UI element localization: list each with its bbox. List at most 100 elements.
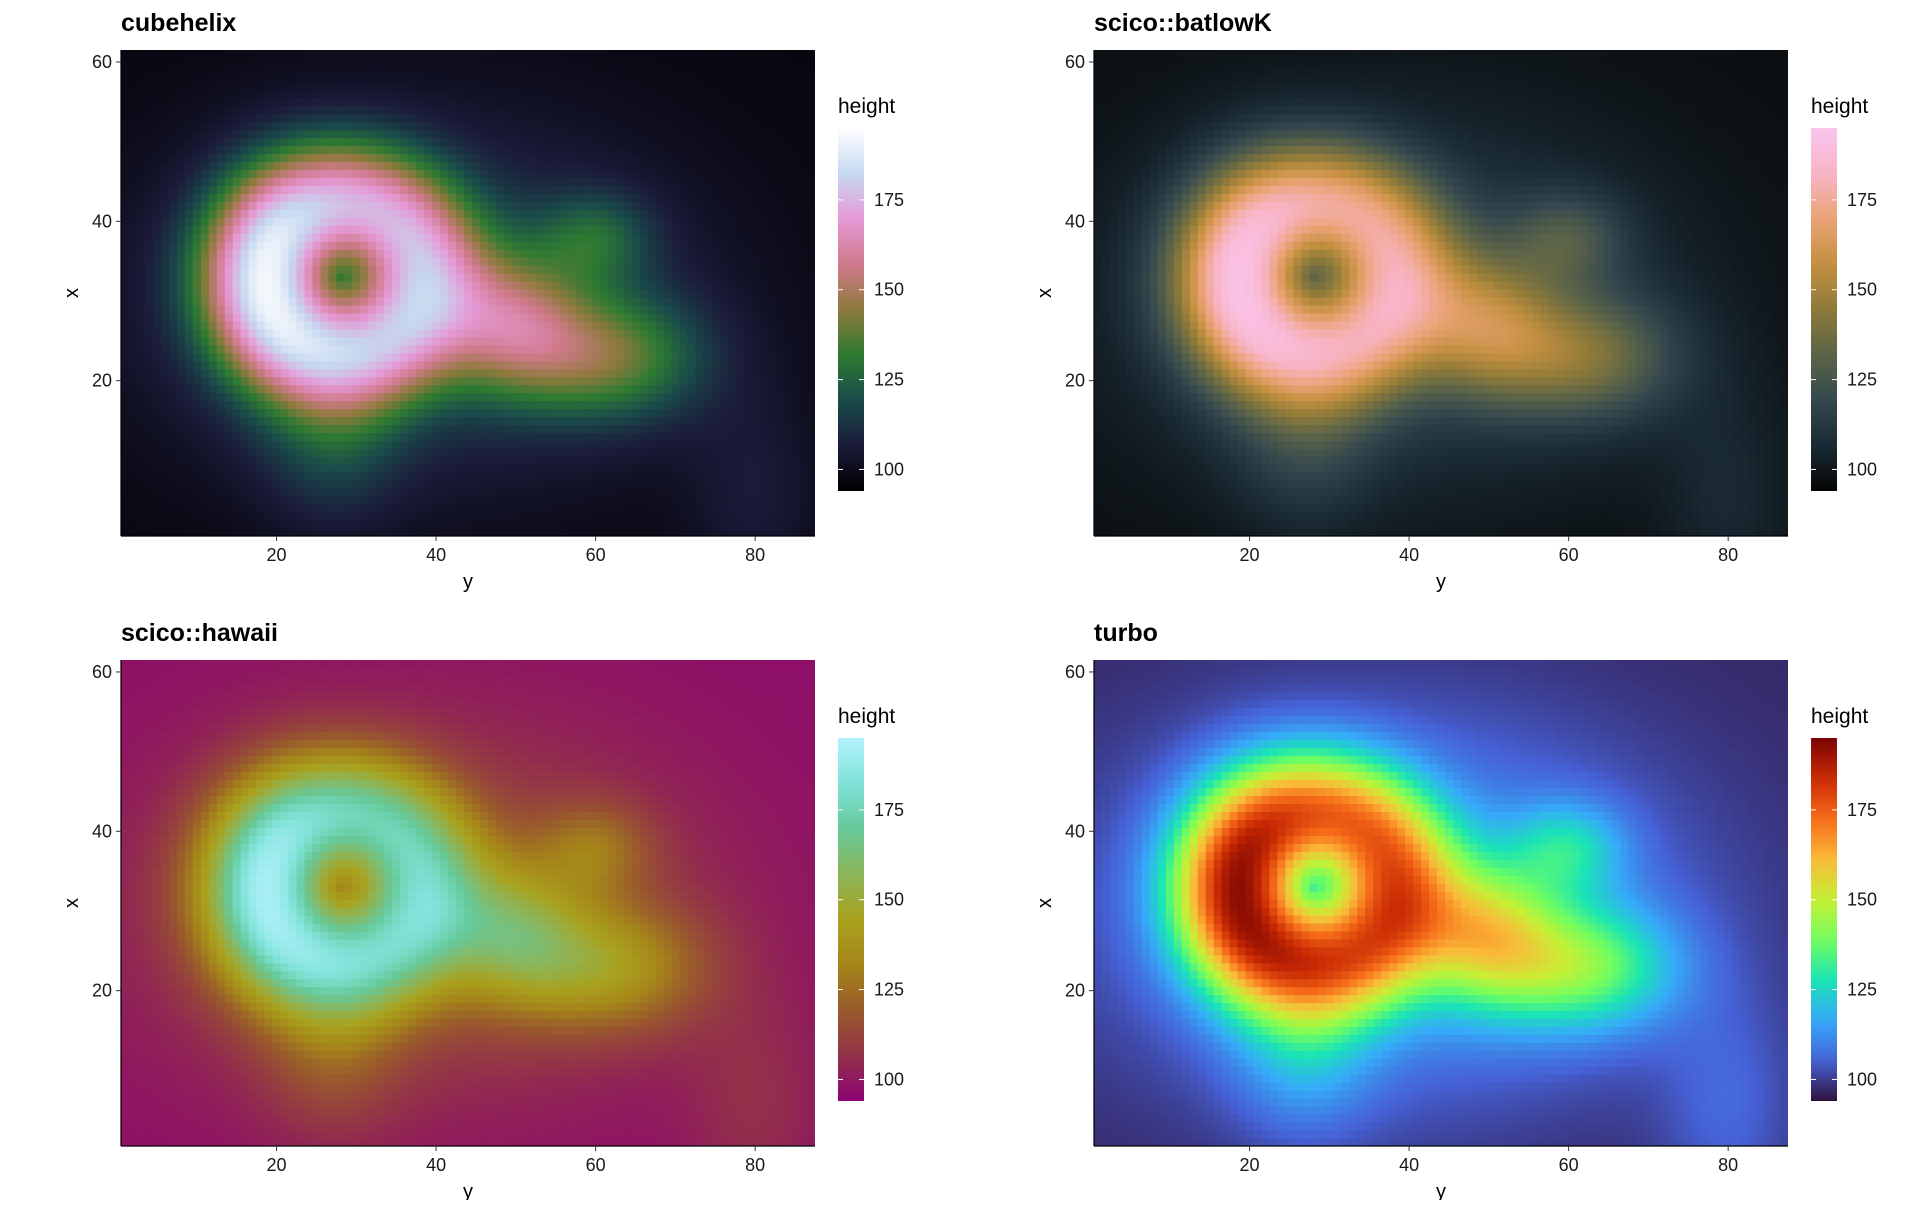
heatmap-cell [703, 281, 712, 290]
heatmap-cell [487, 50, 497, 59]
heatmap-cell [751, 328, 760, 338]
heatmap-cell [192, 257, 202, 266]
heatmap-cell [224, 296, 234, 306]
heatmap-cell [551, 65, 561, 75]
heatmap-cell [511, 273, 521, 282]
heatmap-cell [679, 105, 688, 115]
heatmap-cell [136, 464, 146, 473]
heatmap-cell [121, 472, 130, 481]
heatmap-cell [535, 265, 545, 274]
heatmap-cell [527, 185, 537, 195]
heatmap-cell [607, 89, 617, 99]
heatmap-cell [136, 177, 146, 187]
heatmap-cell [607, 185, 617, 195]
heatmap-cell [527, 89, 537, 99]
heatmap-cell [184, 281, 194, 290]
heatmap-cell [360, 488, 369, 497]
heatmap-cell [280, 392, 290, 402]
heatmap-cell [591, 105, 601, 115]
heatmap-cell [144, 352, 154, 362]
heatmap-cell [591, 528, 601, 536]
heatmap-cell [400, 456, 409, 465]
heatmap-cell [767, 360, 776, 370]
heatmap-cell [121, 209, 130, 218]
heatmap-cell [743, 145, 752, 155]
heatmap-cell [519, 392, 529, 402]
heatmap-cell [719, 520, 728, 529]
heatmap-cell [663, 456, 673, 465]
heatmap-cell [559, 137, 569, 147]
heatmap-cell [623, 121, 633, 131]
heatmap-cell [647, 408, 657, 418]
heatmap-cell [176, 201, 186, 210]
heatmap-cell [599, 73, 609, 83]
heatmap-cell [495, 113, 505, 123]
heatmap-cell [511, 57, 521, 67]
heatmap-cell [615, 344, 625, 354]
heatmap-cell [224, 193, 234, 202]
heatmap-cell [495, 296, 505, 306]
heatmap-cell [479, 193, 489, 202]
heatmap-cell [384, 336, 393, 346]
heatmap-cell [440, 73, 449, 83]
heatmap-cell [424, 97, 433, 107]
heatmap-cell [184, 209, 194, 218]
heatmap-cell [232, 416, 242, 426]
heatmap-cell [495, 225, 505, 234]
heatmap-cell [495, 289, 505, 298]
heatmap-cell [559, 328, 569, 338]
heatmap-cell [384, 257, 393, 266]
heatmap-cell [232, 97, 242, 107]
heatmap-cell [743, 472, 752, 481]
heatmap-cell [144, 233, 154, 242]
heatmap-cell [487, 97, 497, 107]
heatmap-cell [256, 408, 266, 418]
heatmap-cell [136, 504, 146, 513]
heatmap-cell [336, 408, 345, 418]
heatmap-cell [304, 512, 314, 521]
heatmap-cell [168, 520, 178, 529]
heatmap-cell [575, 73, 585, 83]
heatmap-cell [647, 320, 657, 330]
heatmap-cell [288, 480, 298, 489]
heatmap-cell [751, 440, 760, 449]
heatmap-cell [456, 480, 465, 489]
heatmap-cell [320, 265, 330, 274]
heatmap-cell [296, 488, 306, 497]
heatmap-cell [591, 520, 601, 529]
heatmap-cell [272, 145, 282, 155]
heatmap-cell [511, 400, 521, 410]
heatmap-cell [679, 249, 688, 258]
heatmap-cell [575, 360, 585, 370]
heatmap-cell [456, 201, 465, 210]
heatmap-cell [184, 265, 194, 274]
heatmap-cell [575, 113, 585, 123]
heatmap-cell [320, 129, 330, 139]
heatmap-cell [416, 217, 425, 226]
heatmap-cell [304, 193, 314, 202]
heatmap-cell [719, 464, 728, 473]
heatmap-cell [176, 464, 186, 473]
heatmap-cell [264, 336, 274, 346]
heatmap-cell [703, 416, 712, 426]
heatmap-cell [304, 105, 314, 115]
heatmap-cell [384, 400, 393, 410]
heatmap-cell [751, 368, 760, 378]
heatmap-cell [232, 105, 242, 115]
heatmap-cell [320, 161, 330, 171]
heatmap-cell [479, 384, 489, 394]
heatmap-cell [503, 360, 513, 370]
heatmap-cell [663, 408, 673, 418]
heatmap-cell [663, 169, 673, 179]
heatmap-cell [144, 328, 154, 338]
heatmap-cell [320, 304, 330, 314]
heatmap-cell [192, 440, 202, 449]
heatmap-cell [408, 344, 417, 354]
heatmap-cell [687, 472, 696, 481]
heatmap-cell [679, 464, 688, 473]
heatmap-cell [360, 81, 369, 91]
heatmap-cell [296, 312, 306, 322]
heatmap-cell [288, 97, 298, 107]
heatmap-cell [128, 265, 138, 274]
heatmap-cell [288, 328, 298, 338]
